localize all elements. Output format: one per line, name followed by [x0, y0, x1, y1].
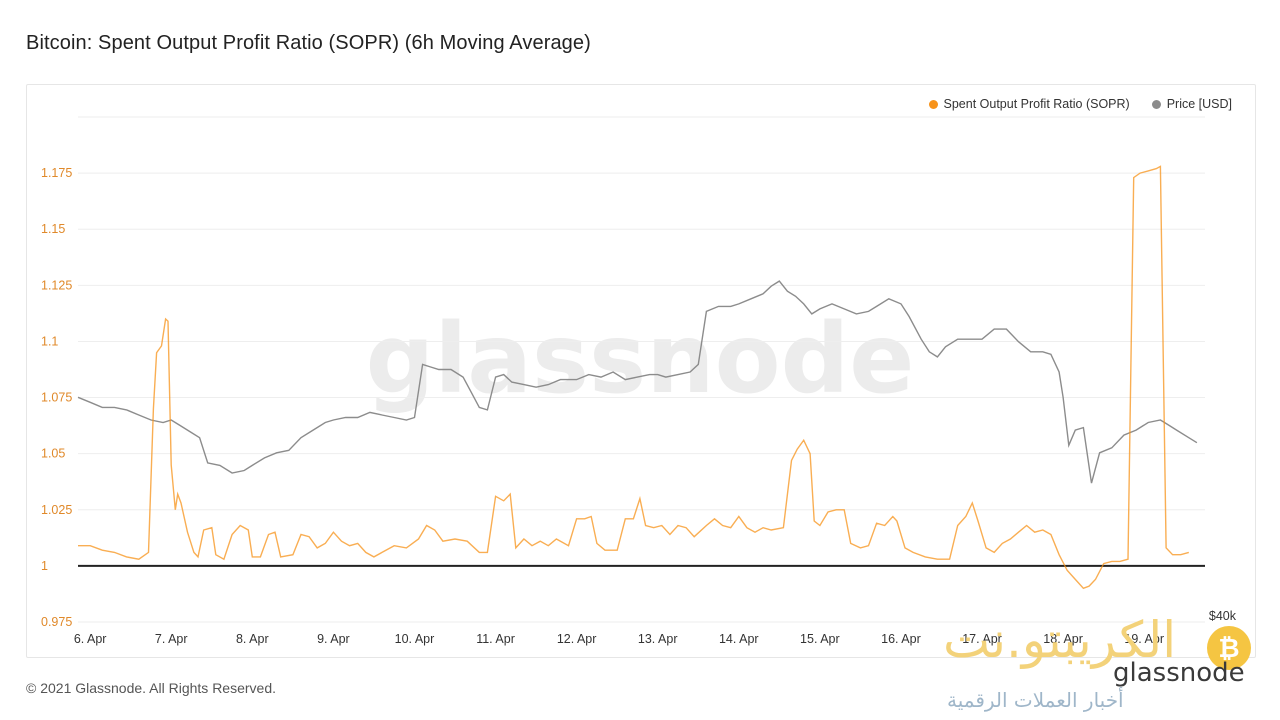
legend: Spent Output Profit Ratio (SOPR) Price [… [928, 97, 1232, 111]
x-tick-label: 13. Apr [638, 632, 678, 646]
legend-price-label: Price [USD] [1166, 97, 1232, 111]
legend-item-sopr[interactable]: Spent Output Profit Ratio (SOPR) [928, 97, 1130, 111]
price-series-line[interactable] [77, 280, 1198, 484]
legend-item-price[interactable]: Price [USD] [1151, 97, 1232, 111]
logo-brand-text: glassnode [1113, 658, 1245, 688]
x-tick-label: 8. Apr [236, 632, 269, 646]
x-tick-label: 11. Apr [476, 632, 515, 646]
x-tick-label: 18. Apr [1043, 632, 1083, 646]
x-tick-label: 12. Apr [557, 632, 597, 646]
x-tick-label: 9. Apr [317, 632, 350, 646]
logo-arabic-title: الكريبتو.نت [943, 611, 1177, 669]
y-tick-label: 1.025 [41, 503, 72, 517]
price-legend-dot-icon [1151, 99, 1161, 109]
copyright-footer: © 2021 Glassnode. All Rights Reserved. [26, 680, 277, 696]
x-axis-ticks: 6. Apr 7. Apr 8. Apr 9. Apr 10. Apr 11. Apr 12… [74, 632, 1164, 646]
chart-card [26, 84, 1256, 658]
x-tick-label: 14. Apr [719, 632, 759, 646]
y-tick-label: 1.175 [41, 166, 72, 180]
price-axis-label: $40k [1209, 609, 1237, 623]
chart-title: Bitcoin: Spent Output Profit Ratio (SOPR… [26, 32, 591, 54]
y-tick-label: 1 [41, 559, 48, 573]
x-tick-label: 19. Apr [1124, 632, 1164, 646]
x-tick-label: 16. Apr [881, 632, 921, 646]
x-tick-label: 15. Apr [800, 632, 840, 646]
logo-arabic-subtitle: أخبار العملات الرقمية [947, 688, 1124, 712]
y-tick-label: 1.075 [41, 391, 72, 405]
x-tick-label: 10. Apr [395, 632, 435, 646]
sopr-series-line[interactable] [78, 165, 1189, 590]
y-tick-label: 0.975 [41, 615, 72, 629]
x-tick-label: 6. Apr [74, 632, 107, 646]
y-tick-label: 1.05 [41, 447, 65, 461]
bitcoin-coin-icon: ₿ [1207, 626, 1251, 670]
y-tick-label: 1.15 [41, 222, 65, 236]
site-logo-overlay: الكريبتو.نت ₿ glassnode أخبار العملات ال… [935, 610, 1255, 718]
sopr-legend-dot-icon [928, 99, 938, 109]
x-tick-label: 7. Apr [155, 632, 188, 646]
y-tick-label: 1.1 [41, 334, 58, 348]
legend-sopr-label: Spent Output Profit Ratio (SOPR) [943, 97, 1130, 111]
x-tick-label: 17. Apr [962, 632, 1002, 646]
y-tick-label: 1.125 [41, 278, 72, 292]
y-axis-ticks: 0.975 1 1.025 1.05 1.075 1.1 1.125 1.15 1.175 [41, 166, 72, 629]
glassnode-watermark: glassnode [366, 303, 915, 415]
